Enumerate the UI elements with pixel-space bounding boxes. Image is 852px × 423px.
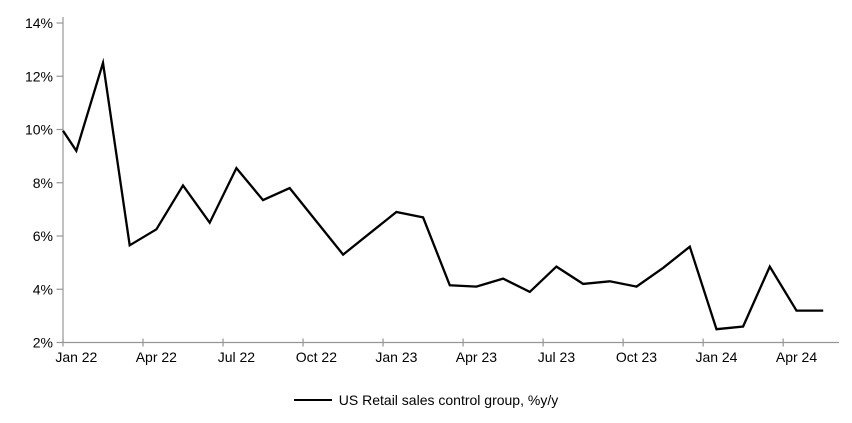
x-axis-label: Apr 24 [776, 349, 817, 365]
y-axis-label: 6% [33, 228, 53, 244]
x-axis-label: Jul 23 [538, 349, 576, 365]
x-axis-label: Jan 24 [695, 349, 737, 365]
retail-sales-line-chart: 2% 4% 6% 8% 10% 12% 14% Jan 22 Apr 22 Jul 22 Oct 2… [25, 15, 839, 365]
x-axis-label: Apr 23 [456, 349, 497, 365]
y-axis-label: 10% [25, 122, 53, 138]
y-axis-label: 4% [33, 281, 53, 297]
series-line [62, 57, 824, 331]
chart-legend: US Retail sales control group, %y/y [0, 390, 852, 410]
legend-line-swatch [293, 399, 332, 401]
x-axis-label: Apr 22 [136, 349, 177, 365]
x-axis-label: Oct 22 [296, 349, 337, 365]
x-axis-label: Jul 22 [218, 349, 256, 365]
x-axis-label: Jan 22 [55, 349, 97, 365]
legend-label: US Retail sales control group, %y/y [338, 392, 559, 408]
y-axis-label: 14% [25, 15, 53, 31]
y-axis-label: 2% [33, 335, 53, 351]
x-axis-label: Oct 23 [616, 349, 657, 365]
y-axis-label: 8% [33, 175, 53, 191]
x-axis-label: Jan 23 [375, 349, 417, 365]
y-axis-label: 12% [25, 68, 53, 84]
